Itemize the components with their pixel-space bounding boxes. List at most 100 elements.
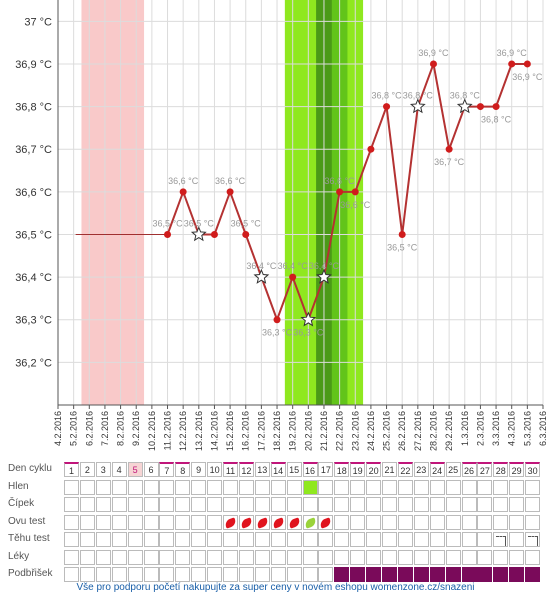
table-cell [270, 497, 286, 512]
table-cell: 20 [366, 462, 382, 477]
table-cell [397, 514, 413, 530]
x-tick-label: 12.2.2016 [178, 411, 188, 451]
table-cell [350, 532, 366, 547]
table-cell: 11 [223, 462, 238, 477]
data-point [367, 145, 375, 153]
x-tick-label: 22.2.2016 [335, 411, 345, 451]
data-point [210, 230, 218, 238]
data-point [383, 103, 391, 111]
table-cell [223, 567, 238, 582]
table-cell [477, 497, 493, 512]
x-tick-label: 5.2.2016 [69, 411, 79, 446]
table-cell [413, 479, 429, 495]
temperature-chart: 36,2 °C 36,3 °C 36,4 °C 36,5 °C 36,6 °C 36,7 … [15, 0, 548, 451]
table-cell [207, 567, 223, 582]
table-cell [334, 497, 350, 512]
table-cell: 4 [111, 462, 127, 477]
table-cell [191, 514, 207, 530]
table-cell [366, 532, 382, 547]
table-cell [270, 549, 286, 565]
y-tick-label: 36,5 °C [15, 229, 52, 241]
table-cell [175, 532, 191, 547]
data-point [476, 103, 484, 111]
table-cell [79, 497, 95, 512]
table-cell [445, 497, 461, 512]
table-cell: 13 [254, 462, 270, 477]
table-row: Hlen [0, 479, 551, 496]
table-cell: 1 [64, 462, 79, 477]
table-cell [445, 532, 461, 547]
table-cell [111, 567, 127, 582]
data-label: 36,8 °C [371, 91, 402, 101]
table-cell [79, 549, 95, 565]
table-cell [159, 497, 175, 512]
table-cell: 9 [191, 462, 207, 477]
table-cell [477, 479, 493, 495]
table-cell [175, 514, 191, 530]
data-label: 36,9 °C [497, 48, 528, 58]
table-cell [270, 567, 286, 582]
table-cell [429, 497, 445, 512]
data-point [351, 188, 359, 196]
data-label: 36,5 °C [387, 242, 418, 252]
table-cell [334, 549, 350, 565]
data-label: 36,9 °C [418, 48, 449, 58]
table-cell [143, 514, 159, 530]
data-point [445, 145, 453, 153]
table-cell [461, 479, 477, 495]
table-cell: 22 [397, 462, 413, 477]
table-cell [64, 497, 79, 512]
x-tick-label: 18.2.2016 [272, 411, 282, 451]
table-cell [525, 549, 541, 565]
table-cell [64, 567, 79, 582]
x-tick-label: 29.2.2016 [444, 411, 454, 451]
table-cell [493, 549, 509, 565]
table-cell [493, 497, 509, 512]
data-label: 36,3 °C [262, 328, 293, 338]
table-cell [461, 549, 477, 565]
table-cell [127, 479, 143, 495]
x-tick-label: 27.2.2016 [413, 411, 423, 451]
table-cell [127, 532, 143, 547]
star-marker [409, 98, 426, 114]
table-cell [254, 532, 270, 547]
table-cell: 16 [302, 462, 318, 477]
table-cell [382, 567, 397, 582]
table-cell [350, 549, 366, 565]
table-cell [525, 514, 541, 530]
table-cell [238, 479, 254, 495]
data-label: 36,6 °C [325, 176, 356, 186]
x-tick-label: 15.2.2016 [225, 411, 235, 451]
table-cell [397, 532, 413, 547]
footer-link[interactable]: Vše pro podporu početí nakupujte za supe… [76, 582, 475, 593]
pregnancy-test-icon [527, 536, 538, 546]
table-row: Těhu test [0, 532, 551, 548]
data-point [429, 60, 437, 68]
x-tick-label: 3.3.2016 [491, 411, 501, 446]
table-cell [366, 514, 382, 530]
table-cell [302, 514, 318, 530]
x-tick-label: 13.2.2016 [194, 411, 204, 451]
table-cell [254, 497, 270, 512]
table-cell [95, 479, 111, 495]
table-cell [159, 514, 175, 530]
table-cell [64, 532, 79, 547]
table-cell: 28 [493, 462, 509, 477]
table-cell [254, 567, 270, 582]
table-cell [429, 549, 445, 565]
table-cell [525, 532, 541, 547]
table-cell [509, 549, 525, 565]
table-cell [191, 532, 207, 547]
table-cell [286, 549, 302, 565]
table-cell: 10 [207, 462, 223, 477]
table-cell [238, 532, 254, 547]
table-cell [334, 532, 350, 547]
table-cell: 5 [127, 462, 143, 477]
data-point [164, 230, 172, 238]
table-cell [159, 567, 175, 582]
x-tick-label: 4.2.2016 [53, 411, 63, 446]
band-menstruation [81, 0, 145, 405]
table-cell [191, 479, 207, 495]
table-cell [207, 532, 223, 547]
table-cell [191, 497, 207, 512]
